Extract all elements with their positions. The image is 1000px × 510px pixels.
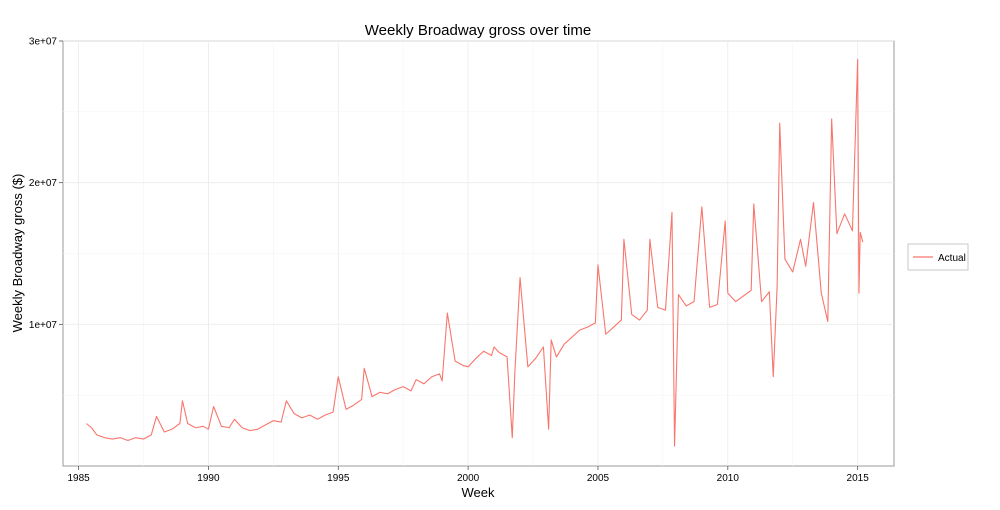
legend-label-actual: Actual <box>938 253 966 264</box>
x-tick-label: 1985 <box>67 473 90 484</box>
x-tick-label: 2005 <box>587 473 610 484</box>
x-tick-label: 2010 <box>717 473 740 484</box>
y-tick-label: 2e+07 <box>29 178 58 189</box>
series-line-actual <box>86 58 864 447</box>
minor-gridlines <box>63 41 894 466</box>
x-axis-ticks: 1985 1990 1995 2000 2005 2010 2015 <box>67 466 869 484</box>
x-tick-label: 1990 <box>197 473 220 484</box>
y-axis-title: Weekly Broadway gross ($) <box>10 174 25 333</box>
x-axis-title: Week <box>462 485 495 500</box>
y-tick-label: 1e+07 <box>29 320 58 331</box>
chart-title: Weekly Broadway gross over time <box>365 22 591 39</box>
major-gridlines <box>63 40 894 466</box>
x-tick-label: 1995 <box>327 473 350 484</box>
y-axis-ticks: 1e+07 2e+07 3e+07 <box>29 37 63 331</box>
legend: Actual <box>907 243 969 271</box>
x-tick-label: 2000 <box>457 473 480 484</box>
series-layer <box>86 58 864 447</box>
x-tick-label: 2015 <box>847 473 870 484</box>
y-tick-label: 3e+07 <box>29 37 58 48</box>
